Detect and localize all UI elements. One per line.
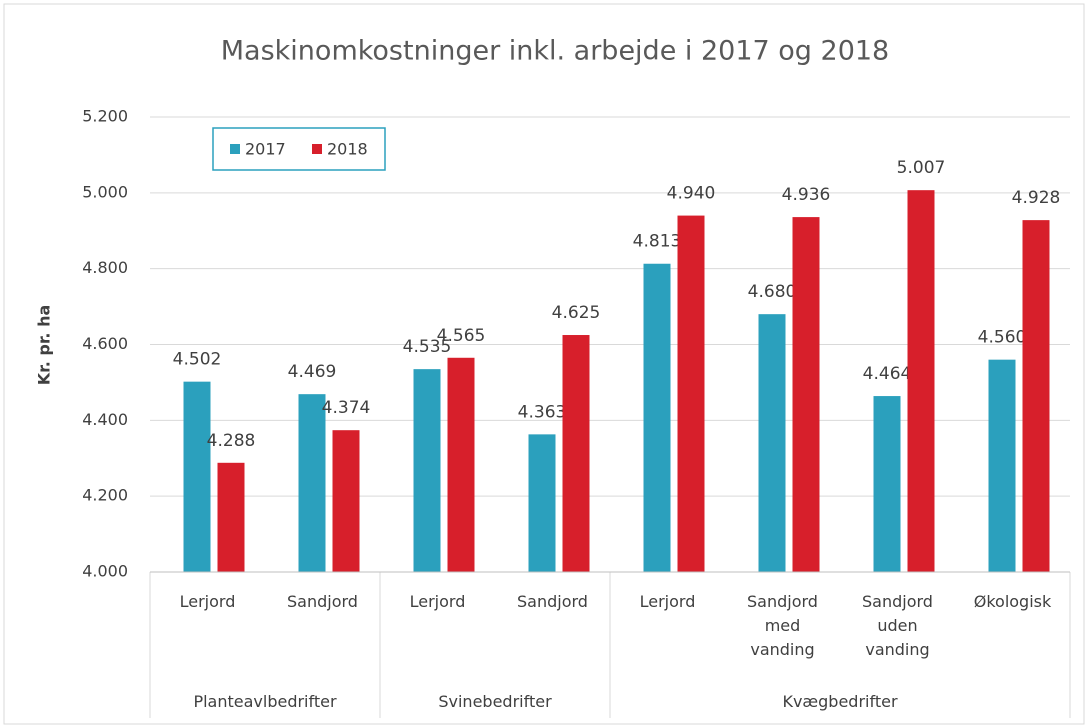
y-axis-label: Kr. pr. ha <box>35 305 54 386</box>
y-tick-label: 4.000 <box>82 562 128 581</box>
bar <box>217 462 245 572</box>
x-tick-label: Lerjord <box>639 592 696 611</box>
legend-label: 2018 <box>327 140 368 159</box>
y-tick-label: 4.800 <box>82 258 128 277</box>
bar <box>528 434 556 572</box>
data-label: 4.560 <box>978 328 1027 348</box>
y-tick-label: 4.400 <box>82 410 128 429</box>
data-label: 4.502 <box>173 350 222 370</box>
bar <box>447 357 475 572</box>
x-tick-label: Sandjord uden vanding <box>862 592 933 659</box>
x-tick-label: Sandjord med vanding <box>747 592 818 659</box>
data-label: 4.940 <box>667 184 716 204</box>
legend-swatch <box>230 144 240 154</box>
x-tick-label: Lerjord <box>409 592 466 611</box>
group-label: Planteavlbedrifter <box>193 692 337 711</box>
y-tick-label: 5.200 <box>82 107 128 126</box>
bar <box>792 217 820 572</box>
data-label: 4.535 <box>403 337 452 357</box>
bar <box>562 335 590 572</box>
data-label: 4.936 <box>782 185 831 205</box>
data-label: 4.288 <box>207 431 256 451</box>
bar <box>873 396 901 572</box>
legend-swatch <box>312 144 322 154</box>
data-label: 4.813 <box>633 232 682 252</box>
bar <box>988 359 1016 572</box>
data-label: 5.007 <box>897 158 946 178</box>
y-tick-label: 5.000 <box>82 182 128 201</box>
data-label: 4.464 <box>863 364 912 384</box>
bar <box>298 394 326 572</box>
bar <box>183 381 211 572</box>
x-tick-label: Lerjord <box>179 592 236 611</box>
bar <box>758 314 786 572</box>
data-label: 4.928 <box>1012 188 1061 208</box>
bar <box>332 430 360 572</box>
y-tick-label: 4.200 <box>82 486 128 505</box>
data-label: 4.625 <box>552 303 601 323</box>
bar <box>907 190 935 572</box>
y-tick-label: 4.600 <box>82 334 128 353</box>
chart-title: Maskinomkostninger inkl. arbejde i 2017 … <box>221 36 889 67</box>
bar <box>643 263 671 572</box>
bar <box>677 215 705 573</box>
x-tick-label: Økologisk <box>973 592 1052 611</box>
group-label: Kvægbedrifter <box>782 692 898 711</box>
data-label: 4.363 <box>518 402 567 422</box>
x-tick-label: Sandjord <box>287 592 358 611</box>
data-label: 4.374 <box>322 398 371 418</box>
data-label: 4.469 <box>288 362 337 382</box>
x-tick-label: Sandjord <box>517 592 588 611</box>
group-label: Svinebedrifter <box>438 692 552 711</box>
data-label: 4.565 <box>437 326 486 346</box>
data-label: 4.680 <box>748 282 797 302</box>
bar <box>1022 220 1050 572</box>
chart-border <box>3 3 1085 725</box>
legend-box <box>212 127 386 171</box>
bar <box>413 369 441 572</box>
legend-label: 2017 <box>245 140 286 159</box>
